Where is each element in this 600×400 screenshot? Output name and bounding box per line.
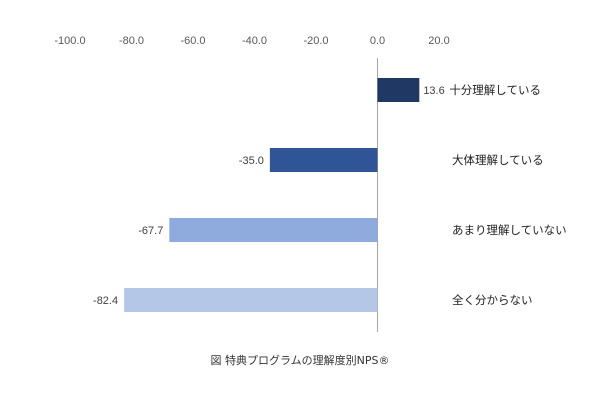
bar <box>269 148 378 172</box>
bar-value-label: -35.0 <box>239 155 264 167</box>
x-tick-label: 20.0 <box>428 35 449 47</box>
x-tick-label: -40.0 <box>242 35 267 47</box>
x-tick-label: -80.0 <box>119 35 144 47</box>
x-tick-label: -60.0 <box>180 35 205 47</box>
bar <box>169 218 378 242</box>
bar-value-label: -82.4 <box>93 295 118 307</box>
bar <box>124 288 378 312</box>
category-label: あまり理解していない <box>452 223 567 237</box>
bars: 13.6 十分理解している -35.0 大体理解している -67.7 あまり理解していない… <box>93 78 567 312</box>
category-label: 十分理解している <box>449 83 541 97</box>
chart-caption: 図 特典プログラムの理解度別NPS® <box>210 354 390 367</box>
x-tick-label: -100.0 <box>54 35 85 47</box>
category-label: 全く分からない <box>452 293 533 307</box>
category-label: 大体理解している <box>452 153 544 167</box>
x-tick-label: 0.0 <box>370 35 385 47</box>
bar-value-label: -67.7 <box>138 225 163 237</box>
x-axis-ticks: -100.0 -80.0 -60.0 -40.0 -20.0 0.0 20.0 <box>54 35 449 47</box>
bar-value-label: 13.6 <box>423 85 444 97</box>
bar <box>377 78 420 102</box>
x-tick-label: -20.0 <box>303 35 328 47</box>
